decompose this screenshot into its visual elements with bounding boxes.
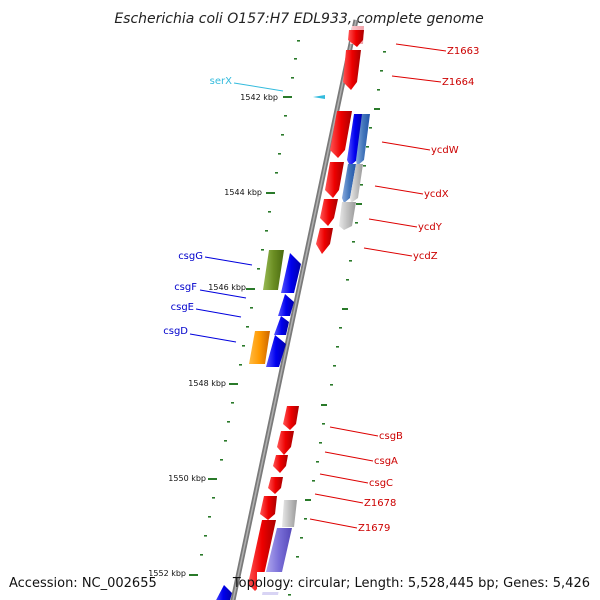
serx-leader-line xyxy=(233,82,284,92)
gene-arrow[interactable] xyxy=(214,585,232,600)
gene-csgd-arrow[interactable] xyxy=(266,335,286,367)
gene-label-right[interactable]: ycdX xyxy=(424,189,449,200)
gene-arrow[interactable] xyxy=(282,500,297,527)
gene-arrow[interactable] xyxy=(260,496,277,520)
gene-csgc-arrow[interactable] xyxy=(273,455,288,473)
gene-csgd-box[interactable] xyxy=(249,331,270,364)
gene-csgf-arrow[interactable] xyxy=(278,294,294,316)
gene-csge-arrow[interactable] xyxy=(274,316,289,335)
tick-label: 1546 kbp xyxy=(208,283,246,292)
tick-label: 1548 kbp xyxy=(188,379,226,388)
gene-z1679-arrow[interactable] xyxy=(248,520,276,591)
gene-ycdz-arrow[interactable] xyxy=(316,228,333,254)
gene-ycdx-arrow[interactable] xyxy=(342,164,356,203)
gene-label-right[interactable]: csgC xyxy=(369,478,393,489)
tick-ring-left xyxy=(189,40,300,576)
gene-csga-arrow[interactable] xyxy=(277,431,294,455)
gene-arrow[interactable] xyxy=(330,111,352,158)
gene-csgg-arrow[interactable] xyxy=(281,253,301,293)
gene-arrow[interactable] xyxy=(325,162,344,198)
genome-backbone-highlight xyxy=(232,19,357,600)
gene-label-right[interactable]: Z1679 xyxy=(358,523,390,534)
gene-label-right[interactable]: ycdZ xyxy=(413,251,438,262)
gene-label-right[interactable]: Z1663 xyxy=(447,46,479,57)
gene-label-right[interactable]: ycdY xyxy=(418,222,443,233)
left-leader-lines xyxy=(189,256,253,343)
gene-label-left[interactable]: csgG xyxy=(178,251,203,262)
tick-label: 1542 kbp xyxy=(240,93,278,102)
gene-label-left[interactable]: serX xyxy=(210,76,232,87)
footer-topology: Topology: circular; Length: 5,528,445 bp… xyxy=(232,576,590,591)
gene-arrow[interactable] xyxy=(320,199,338,226)
gene-ycdw-arrow-part[interactable] xyxy=(356,114,370,166)
gene-ycdx-arrow-part[interactable] xyxy=(350,164,363,203)
tick-label: 1552 kbp xyxy=(148,569,186,578)
gene-label-right[interactable]: ycdW xyxy=(431,145,459,156)
tick-label: 1544 kbp xyxy=(224,188,262,197)
gene-csgg-box[interactable] xyxy=(263,250,284,290)
gene-csgb-arrow[interactable] xyxy=(283,406,299,430)
gene-label-right[interactable]: Z1678 xyxy=(364,498,396,509)
gene-label-left[interactable]: csgF xyxy=(174,282,197,293)
footer-accession-bg xyxy=(0,572,150,592)
tick-label: 1550 kbp xyxy=(168,474,206,483)
gene-label-right[interactable]: csgB xyxy=(379,431,403,442)
gene-ycdw-arrow[interactable] xyxy=(347,114,363,166)
gene-z1664-arrow[interactable] xyxy=(343,50,361,90)
right-leader-lines xyxy=(309,43,447,529)
tick-ring-right xyxy=(288,51,386,596)
gene-arrow[interactable] xyxy=(266,528,292,572)
gene-label-right[interactable]: Z1664 xyxy=(442,77,474,88)
gene-ycdy-arrow[interactable] xyxy=(339,202,356,230)
footer-topology-bg xyxy=(257,572,600,592)
footer-accession: Accession: NC_002655 xyxy=(9,576,157,591)
map-title: Escherichia coli O157:H7 EDL933, complet… xyxy=(114,11,483,27)
gene-z1663-arrow[interactable] xyxy=(348,30,364,47)
gene-label-right[interactable]: csgA xyxy=(374,456,398,467)
gene-label-left[interactable]: csgD xyxy=(163,326,188,337)
gene-serx-marker[interactable] xyxy=(313,95,325,99)
gene-z1678-arrow[interactable] xyxy=(268,477,283,494)
gene-label-left[interactable]: csgE xyxy=(171,302,194,313)
